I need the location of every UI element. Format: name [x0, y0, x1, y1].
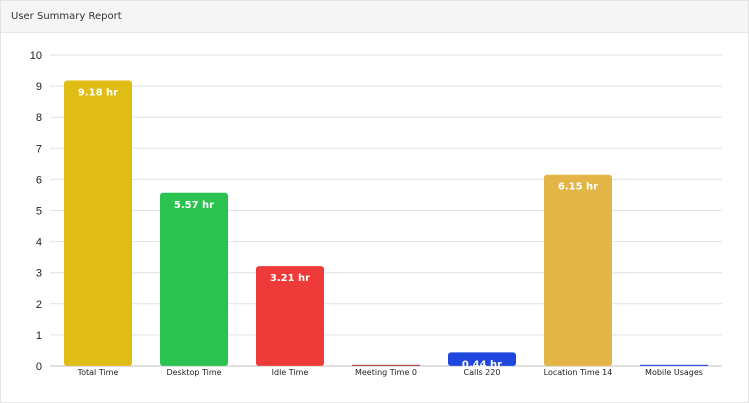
y-tick-label: 5 — [36, 206, 42, 218]
y-tick-label: 10 — [30, 50, 42, 62]
x-category-label: Total Time — [77, 368, 119, 377]
x-category-label: Meeting Time 0 — [355, 368, 417, 377]
bar — [448, 352, 516, 366]
y-tick-label: 8 — [36, 112, 42, 124]
y-tick-label: 4 — [36, 237, 42, 249]
bar — [64, 80, 132, 366]
card-title: User Summary Report — [11, 11, 122, 22]
y-tick-label: 2 — [36, 299, 42, 311]
data-label: 6.15 hr — [558, 182, 598, 193]
x-category-label: Mobile Usages — [645, 368, 703, 377]
data-label: 5.57 hr — [174, 200, 214, 211]
y-tick-label: 3 — [36, 268, 42, 280]
bar — [160, 192, 228, 366]
data-label: 0.44 hr — [462, 359, 502, 370]
bar — [544, 174, 612, 366]
bar — [256, 266, 324, 366]
y-tick-label: 7 — [36, 143, 42, 155]
y-tick-label: 6 — [36, 174, 42, 186]
x-category-label: Idle Time — [272, 368, 309, 377]
card-header: User Summary Report — [1, 1, 748, 33]
y-tick-label: 0 — [36, 361, 42, 373]
x-category-label: Desktop Time — [166, 368, 221, 377]
y-tick-label: 1 — [36, 330, 42, 342]
bar — [640, 364, 708, 366]
bar — [352, 364, 420, 366]
data-label: 3.21 hr — [270, 273, 310, 284]
x-category-label: Calls 220 — [464, 368, 501, 377]
x-category-label: Location Time 14 — [544, 368, 613, 377]
data-label: 9.18 hr — [78, 88, 118, 99]
y-tick-label: 9 — [36, 81, 42, 93]
